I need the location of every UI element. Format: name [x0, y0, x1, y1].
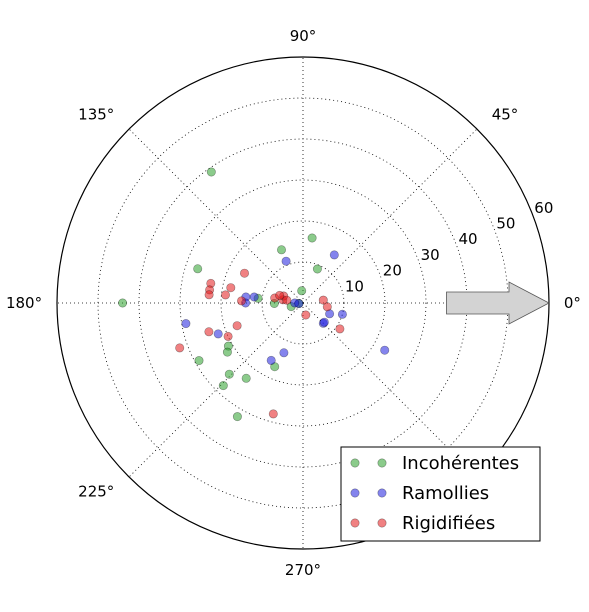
angle-tick-label: 45° — [492, 105, 519, 123]
point-ramollies-13 — [213, 329, 223, 339]
legend: Incohérentes Ramollies Rigidifiées — [340, 446, 541, 542]
radial-tick-label: 50 — [496, 215, 515, 233]
point-rigidifiées-17 — [226, 283, 236, 293]
point-rigidifiées-18 — [175, 343, 185, 353]
point-ramollies-2 — [249, 292, 259, 302]
point-incohérentes-9 — [297, 286, 307, 296]
point-incohérentes-15 — [241, 373, 251, 383]
legend-marker-1-1 — [377, 488, 387, 498]
direction-arrow — [446, 281, 550, 325]
legend-marker-1-0 — [350, 488, 360, 498]
point-rigidifiées-3 — [204, 290, 214, 300]
radial-tick-label: 10 — [345, 277, 364, 295]
point-rigidifiées-10 — [232, 321, 242, 331]
point-rigidifiées-19 — [268, 409, 278, 419]
point-rigidifiées-8 — [223, 331, 233, 341]
point-incohérentes-13 — [224, 369, 234, 379]
angular-gridline-3 — [128, 128, 304, 304]
legend-label: Ramollies — [402, 483, 489, 504]
point-ramollies-12 — [266, 355, 276, 365]
legend-marker-0-0 — [350, 458, 360, 468]
point-incohérentes-5 — [118, 298, 128, 308]
point-ramollies-9 — [337, 309, 347, 319]
point-ramollies-10 — [319, 317, 329, 327]
legend-marker-2-0 — [350, 518, 360, 528]
point-rigidifiées-9 — [204, 327, 214, 337]
legend-label: Incohérentes — [402, 453, 519, 474]
point-rigidifiées-15 — [318, 295, 328, 305]
angular-gridline-5 — [128, 302, 304, 478]
data-points — [118, 167, 434, 469]
point-incohérentes-4 — [193, 264, 203, 274]
point-ramollies-15 — [380, 345, 390, 355]
angle-tick-label: 180° — [6, 294, 42, 312]
point-rigidifiées-4 — [221, 290, 231, 300]
radial-gridline-2 — [179, 179, 427, 427]
point-rigidifiées-11 — [275, 290, 285, 300]
angular-gridline-1 — [302, 128, 478, 304]
radial-gridline-1 — [220, 220, 386, 386]
legend-label: Rigidifiées — [402, 513, 495, 534]
legend-box — [340, 446, 541, 542]
radial-tick-label: 20 — [383, 262, 402, 280]
point-rigidifiées-13 — [322, 302, 332, 312]
angle-tick-label: 135° — [78, 105, 114, 123]
point-ramollies-1 — [281, 256, 291, 266]
point-ramollies-0 — [329, 250, 339, 260]
point-incohérentes-2 — [276, 245, 286, 255]
radial-tick-label: 40 — [459, 230, 478, 248]
angle-tick-label: 225° — [78, 483, 114, 501]
legend-marker-2-1 — [377, 518, 387, 528]
point-incohérentes-12 — [194, 356, 204, 366]
legend-marker-0-1 — [377, 458, 387, 468]
point-incohérentes-14 — [218, 381, 228, 391]
point-rigidifiées-0 — [240, 268, 250, 278]
point-ramollies-6 — [290, 298, 300, 308]
point-incohérentes-1 — [312, 264, 322, 274]
angle-tick-label: 90° — [290, 27, 317, 45]
angle-tick-label: 0° — [564, 294, 581, 312]
radial-tick-label: 60 — [534, 199, 553, 217]
arrow-shape — [446, 281, 550, 325]
point-ramollies-14 — [181, 319, 191, 329]
point-rigidifiées-14 — [335, 324, 345, 334]
radial-tick-labels: 10 20 30 40 50 60 — [345, 199, 553, 295]
point-incohérentes-16 — [232, 412, 242, 422]
point-incohérentes-3 — [206, 167, 216, 177]
point-incohérentes-11 — [222, 347, 232, 357]
angle-tick-label: 270° — [285, 561, 321, 579]
point-rigidifiées-20 — [237, 296, 247, 306]
point-rigidifiées-16 — [282, 295, 292, 305]
point-incohérentes-0 — [307, 233, 317, 243]
point-rigidifiées-12 — [301, 310, 311, 320]
radial-tick-label: 30 — [421, 246, 440, 264]
point-ramollies-11 — [279, 348, 289, 358]
